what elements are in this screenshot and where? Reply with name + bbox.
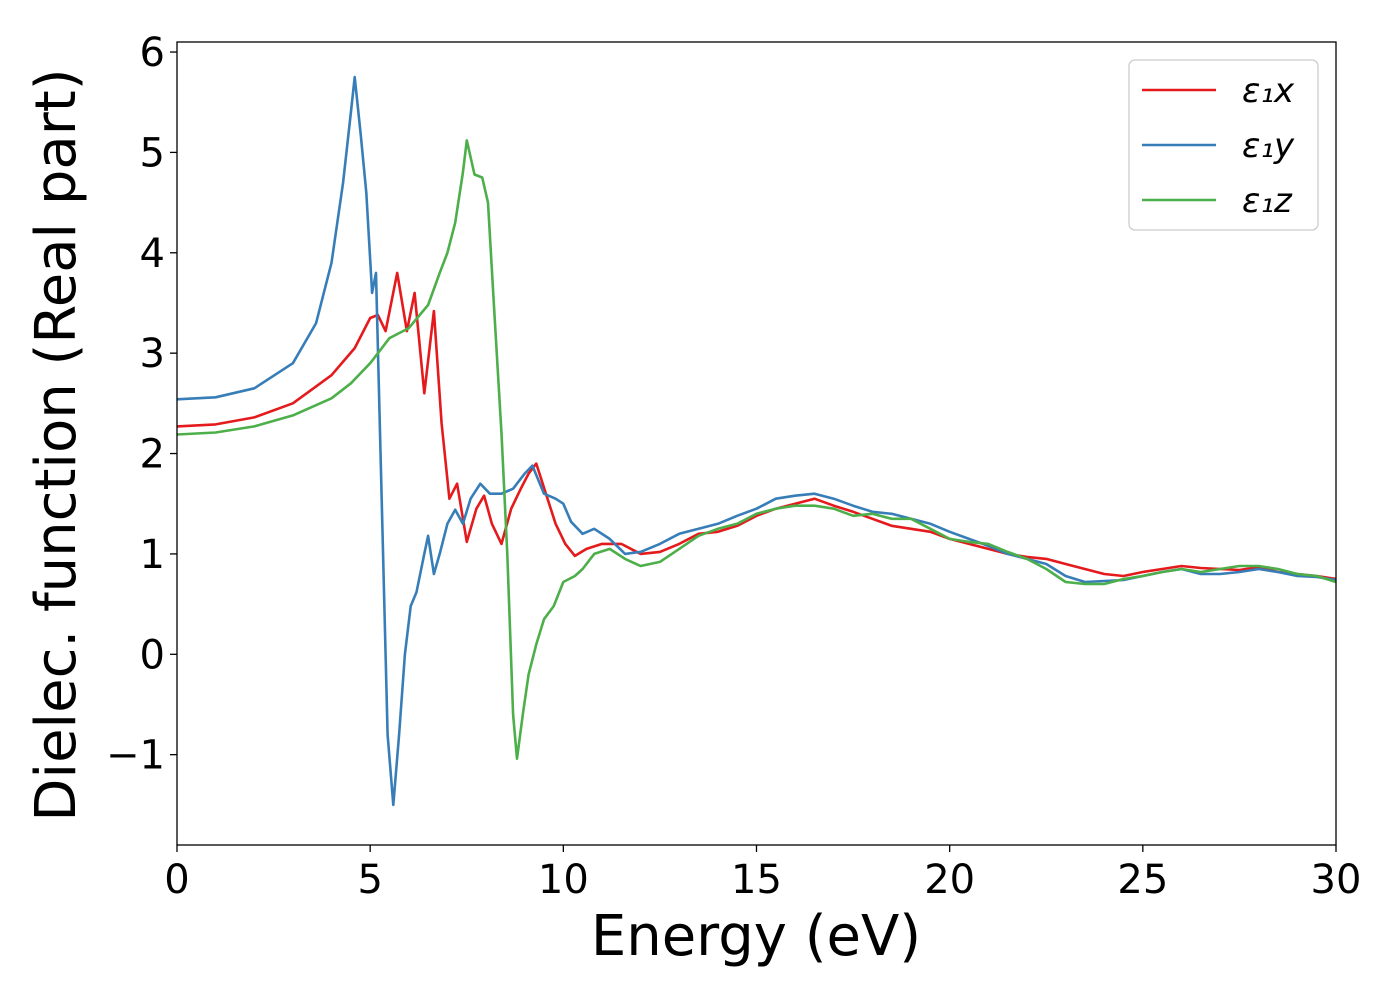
legend-entries: ε₁x ε₁y ε₁z — [1142, 71, 1295, 221]
legend-label-2: ε₁y — [1242, 126, 1295, 166]
series-line-2 — [177, 75, 1336, 807]
x-axis: 0 5 10 15 20 25 30 — [164, 845, 1361, 903]
legend-box — [1128, 59, 1319, 231]
y-axis-label: Dielec. function (Real part) — [24, 68, 89, 821]
y-tick-label: 1 — [140, 532, 165, 578]
x-tick-label: 5 — [357, 857, 382, 903]
y-tick-label: 3 — [140, 331, 165, 377]
y-tick-label: 0 — [140, 632, 165, 678]
y-tick-label: 5 — [140, 130, 165, 176]
legend: ε₁x ε₁y ε₁z — [1128, 59, 1319, 231]
x-tick-label: 20 — [924, 857, 975, 903]
series-line-1 — [177, 271, 1336, 581]
y-tick-label: 4 — [140, 231, 165, 277]
series-line-3 — [177, 139, 1336, 760]
series-layer — [177, 75, 1336, 807]
y-axis: −1 0 1 2 3 4 5 6 — [106, 30, 177, 779]
legend-label-3: ε₁z — [1242, 181, 1293, 221]
y-tick-label: 6 — [140, 30, 165, 76]
y-tick-label: −1 — [106, 733, 165, 779]
x-tick-label: 30 — [1311, 857, 1362, 903]
y-tick-label: 2 — [140, 432, 165, 478]
x-tick-label: 25 — [1117, 857, 1168, 903]
x-tick-label: 10 — [538, 857, 589, 903]
x-tick-label: 0 — [164, 857, 189, 903]
x-tick-label: 15 — [731, 857, 782, 903]
legend-label-1: ε₁x — [1242, 71, 1295, 111]
x-axis-label: Energy (eV) — [591, 904, 921, 969]
